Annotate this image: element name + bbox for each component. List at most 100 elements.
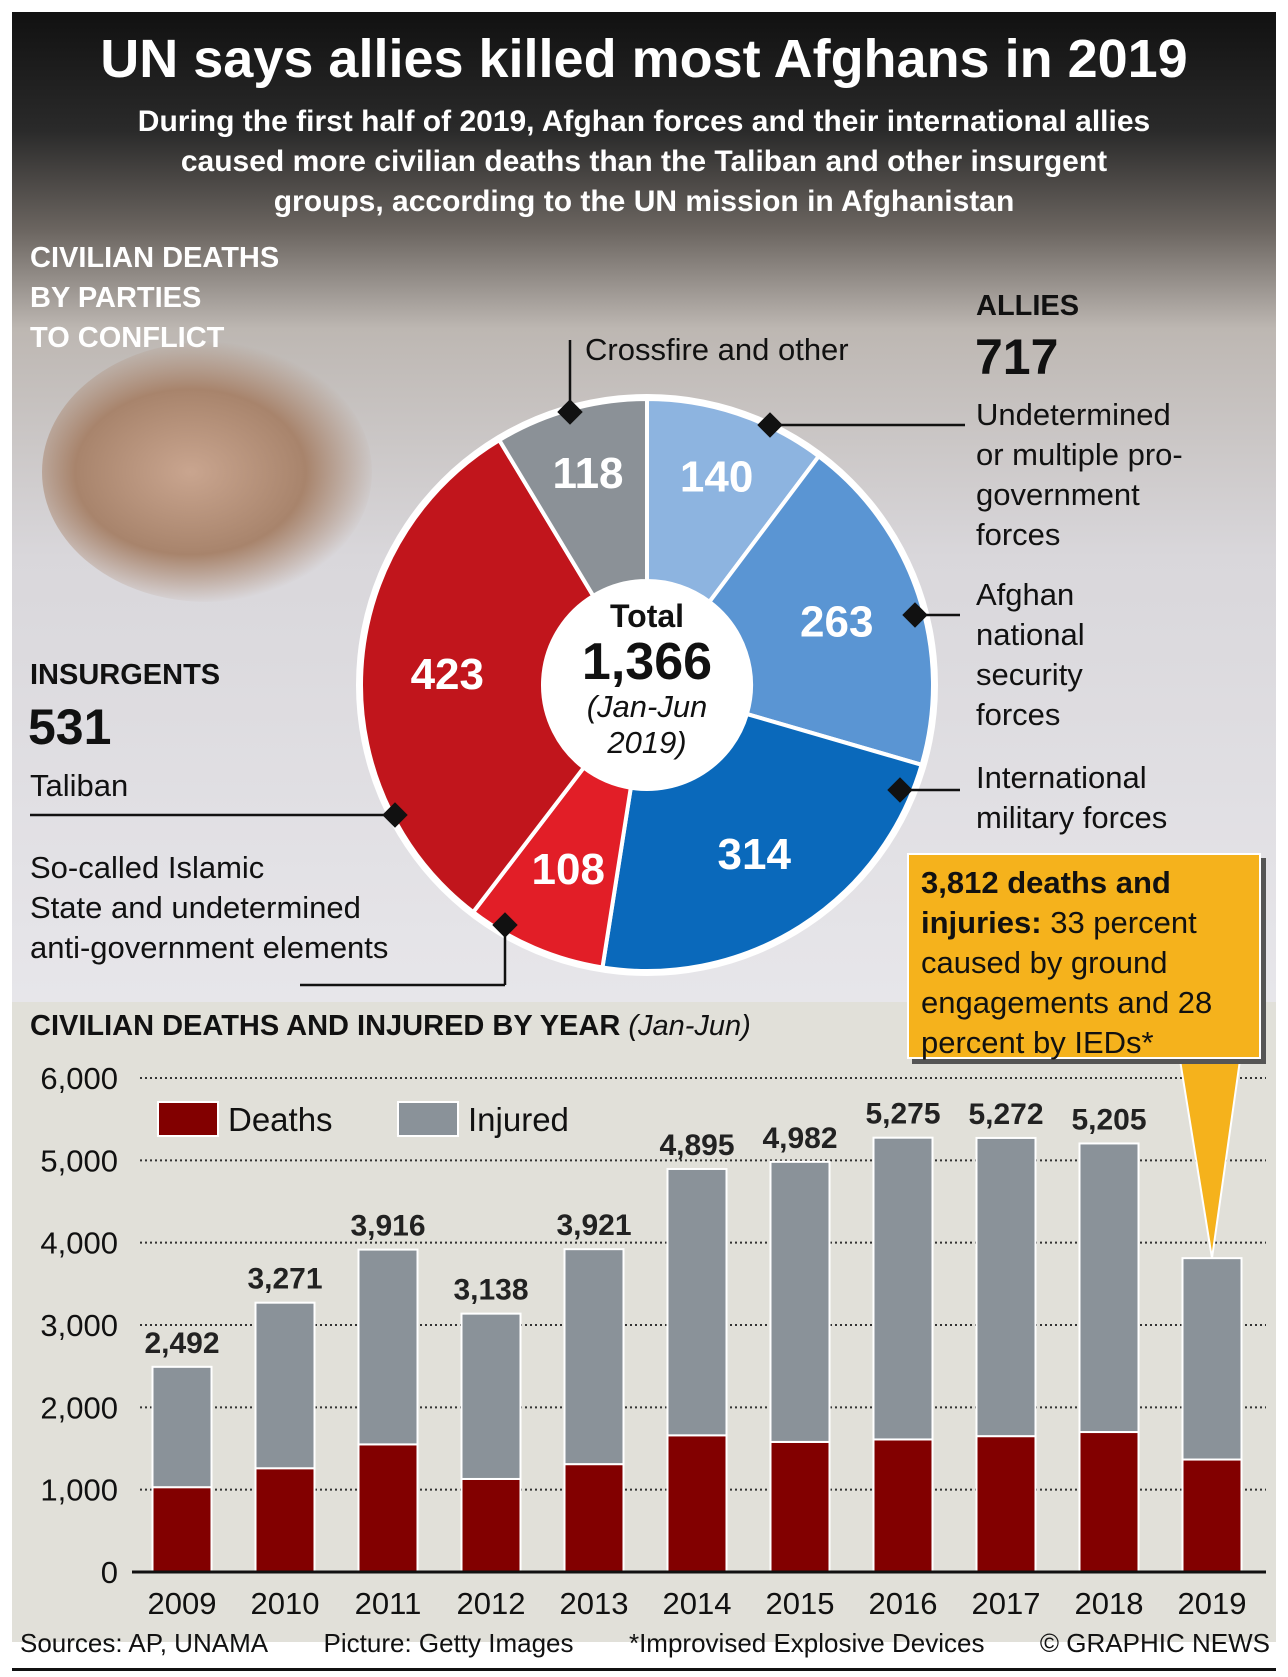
y-tick-label: 5,000 bbox=[40, 1143, 118, 1178]
bar-deaths bbox=[254, 1467, 316, 1574]
bar-injured bbox=[460, 1312, 522, 1480]
center-period: (Jan-Jun bbox=[586, 689, 708, 724]
label-line: national bbox=[976, 617, 1085, 652]
bar-total-label: 3,271 bbox=[247, 1263, 322, 1296]
undetermined-label: Undetermined or multiple pro- government… bbox=[976, 395, 1183, 555]
bar-deaths bbox=[460, 1477, 522, 1574]
heading-line: Civilian Deaths bbox=[30, 242, 280, 274]
donut-hole bbox=[545, 583, 749, 787]
bar-deaths bbox=[563, 1463, 625, 1573]
bar-deaths bbox=[151, 1486, 213, 1573]
bar-injured bbox=[563, 1248, 625, 1466]
leader-diamond bbox=[557, 399, 583, 425]
callout-box: 3,812 deaths and injuries: 33 percent ca… bbox=[907, 853, 1261, 1060]
y-tick-label: 1,000 bbox=[40, 1473, 118, 1508]
footer: Sources: AP, UNAMA Picture: Getty Images… bbox=[20, 1628, 1270, 1659]
photo-child bbox=[42, 342, 372, 602]
label-line: or multiple pro- bbox=[976, 437, 1183, 472]
leader-diamond bbox=[492, 912, 518, 938]
bar-total-label: 5,275 bbox=[865, 1098, 940, 1131]
bar-total-label: 3,916 bbox=[350, 1210, 425, 1243]
y-tick-label: 0 bbox=[101, 1555, 118, 1590]
bar-injured bbox=[1181, 1257, 1243, 1461]
label-line: State and undetermined bbox=[30, 890, 361, 925]
slice-value-label: 314 bbox=[718, 830, 792, 879]
bar-total-label: 4,895 bbox=[659, 1129, 734, 1162]
label-line: government bbox=[976, 477, 1140, 512]
bar-injured bbox=[872, 1136, 934, 1441]
label-line: International bbox=[976, 760, 1147, 795]
y-tick-label: 2,000 bbox=[40, 1390, 118, 1425]
bar-total-label: 2,492 bbox=[144, 1327, 219, 1360]
label-line: Undetermined bbox=[976, 397, 1171, 432]
x-tick-label: 2014 bbox=[663, 1586, 732, 1621]
bar-deaths bbox=[1181, 1458, 1243, 1574]
leader-diamond bbox=[902, 602, 928, 628]
subtitle-line: caused more civilian deaths than the Tal… bbox=[180, 145, 1108, 178]
bar-chart-panel bbox=[12, 1002, 1276, 1642]
x-tick-label: 2016 bbox=[869, 1586, 938, 1621]
leader-diamond bbox=[382, 802, 408, 828]
donut-slice bbox=[359, 437, 597, 915]
bar-deaths bbox=[1078, 1431, 1140, 1573]
bar-injured bbox=[1078, 1142, 1140, 1434]
subtitle: During the first half of 2019, Afghan fo… bbox=[0, 102, 1288, 222]
callout-bold: 3,812 deaths and injuries: bbox=[921, 865, 1171, 940]
leader-diamond bbox=[757, 412, 783, 438]
label-line: So-called Islamic bbox=[30, 850, 265, 885]
bar-deaths bbox=[666, 1434, 728, 1573]
bar-injured bbox=[151, 1365, 213, 1489]
bar-deaths bbox=[357, 1443, 419, 1573]
label-line: Afghan bbox=[976, 577, 1075, 612]
slice-value-label: 263 bbox=[800, 598, 873, 647]
international-label: International military forces bbox=[976, 758, 1167, 838]
y-tick-label: 6,000 bbox=[40, 1061, 118, 1096]
bar-total-label: 5,272 bbox=[968, 1098, 1043, 1131]
donut-slice bbox=[645, 396, 822, 605]
subtitle-line: groups, according to the UN mission in A… bbox=[273, 185, 1015, 218]
x-tick-label: 2010 bbox=[251, 1586, 320, 1621]
donut-center: Total 1,366 (Jan-Jun 2019) bbox=[547, 598, 747, 761]
x-tick-label: 2011 bbox=[355, 1586, 422, 1621]
taliban-label: Taliban bbox=[30, 768, 129, 803]
legend-label: Deaths bbox=[228, 1101, 333, 1138]
subtitle-line: During the first half of 2019, Afghan fo… bbox=[137, 105, 1151, 138]
label-line: anti-government elements bbox=[30, 930, 389, 965]
x-tick-label: 2015 bbox=[766, 1586, 835, 1621]
bar-injured bbox=[357, 1248, 419, 1446]
x-tick-label: 2013 bbox=[560, 1586, 629, 1621]
y-tick-label: 3,000 bbox=[40, 1308, 118, 1343]
donut-slice bbox=[496, 396, 649, 599]
footer-credit: © GRAPHIC NEWS bbox=[1039, 1628, 1270, 1658]
legend-swatch bbox=[397, 1101, 459, 1137]
footer-sources: Sources: AP, UNAMA bbox=[20, 1628, 269, 1658]
label-line: forces bbox=[976, 697, 1061, 732]
insurgents-total: 531 bbox=[28, 699, 112, 755]
center-period: 2019) bbox=[607, 725, 687, 760]
is-label: So-called Islamic State and undetermined… bbox=[30, 848, 388, 968]
bar-injured bbox=[975, 1136, 1037, 1438]
legend-swatch bbox=[157, 1101, 219, 1137]
x-tick-label: 2017 bbox=[972, 1586, 1041, 1621]
footer-rule bbox=[12, 1668, 1276, 1671]
leader-diamond bbox=[887, 777, 913, 803]
bar-injured bbox=[254, 1301, 316, 1470]
center-total: 1,366 bbox=[581, 633, 713, 691]
heading-line: by Parties bbox=[30, 282, 202, 314]
slice-value-label: 140 bbox=[680, 452, 753, 501]
bar-total-label: 3,138 bbox=[453, 1274, 528, 1307]
bar-deaths bbox=[872, 1438, 934, 1574]
footer-note: *Improvised Explosive Devices bbox=[628, 1628, 985, 1658]
bar-title-note: (Jan-Jun) bbox=[628, 1010, 751, 1042]
label-line: security bbox=[976, 657, 1083, 692]
bar-total-label: 3,921 bbox=[556, 1209, 631, 1242]
heading-line: to Conflict bbox=[30, 322, 225, 354]
slice-value-label: 423 bbox=[411, 650, 484, 699]
x-tick-label: 2012 bbox=[457, 1586, 526, 1621]
slice-value-label: 118 bbox=[553, 449, 624, 498]
callout-pointer bbox=[1178, 1059, 1242, 1259]
donut-slice bbox=[600, 711, 925, 973]
bar-injured bbox=[666, 1167, 728, 1437]
footer-picture: Picture: Getty Images bbox=[323, 1628, 574, 1658]
